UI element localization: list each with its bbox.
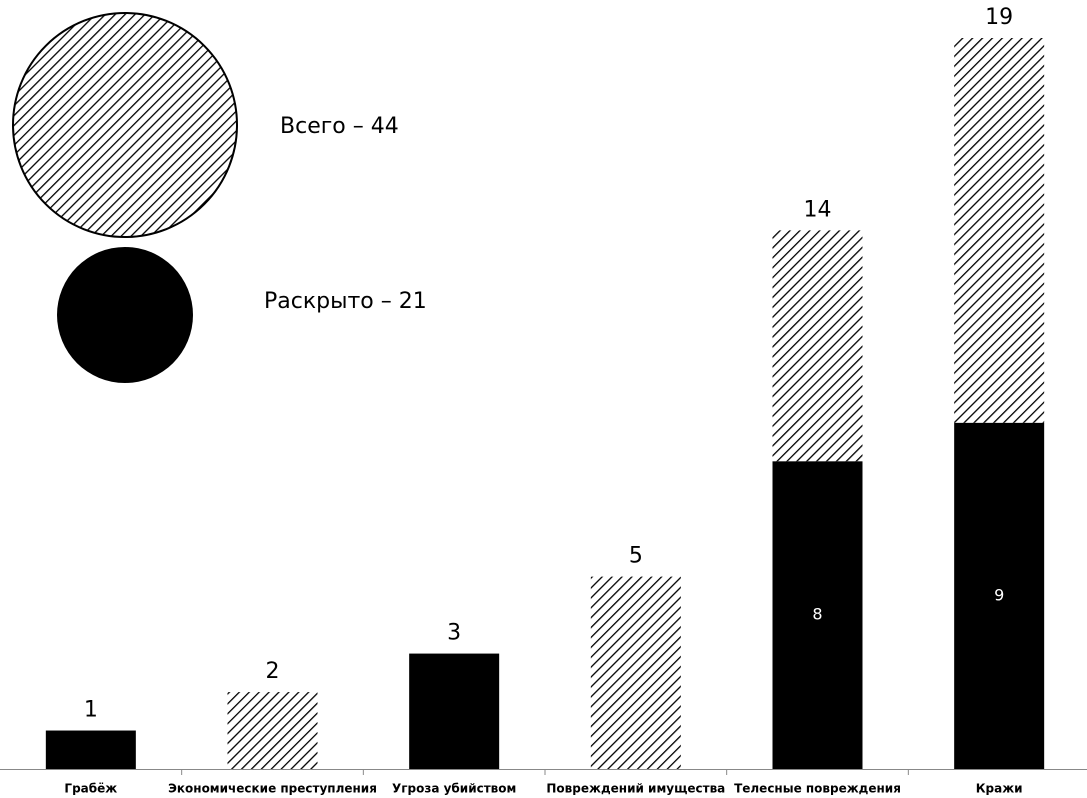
bar-segment bbox=[772, 230, 863, 462]
bar-segment bbox=[590, 576, 681, 769]
x-tick-label: Повреждений имущества bbox=[546, 782, 725, 796]
total-label: 2 bbox=[266, 659, 280, 684]
legend-swatch-total bbox=[12, 12, 238, 238]
total-label: 3 bbox=[447, 621, 461, 646]
legend-swatch-solved bbox=[57, 247, 193, 383]
x-tick-label: Угроза убийством bbox=[392, 782, 516, 796]
total-label: 14 bbox=[804, 197, 832, 222]
bar-segment bbox=[227, 692, 318, 769]
bar-segment bbox=[772, 461, 863, 769]
data-label: 8 bbox=[812, 605, 822, 624]
total-label: 1 bbox=[84, 698, 98, 723]
x-tick-label: Кражи bbox=[976, 782, 1023, 796]
bar-segment bbox=[954, 38, 1045, 423]
legend-label: Всего – 44 bbox=[280, 114, 399, 139]
bar-segment bbox=[954, 422, 1045, 769]
legend-label: Раскрыто – 21 bbox=[264, 289, 427, 314]
bar-segment bbox=[45, 730, 136, 769]
x-tick-label: Грабёж bbox=[64, 782, 117, 796]
total-label: 19 bbox=[985, 5, 1013, 30]
x-tick-label: Телесные повреждения bbox=[734, 782, 901, 796]
bar-segment bbox=[409, 653, 500, 769]
x-tick-label: Экономические преступления bbox=[168, 782, 377, 796]
data-label: 9 bbox=[994, 585, 1004, 604]
total-label: 5 bbox=[629, 544, 643, 569]
